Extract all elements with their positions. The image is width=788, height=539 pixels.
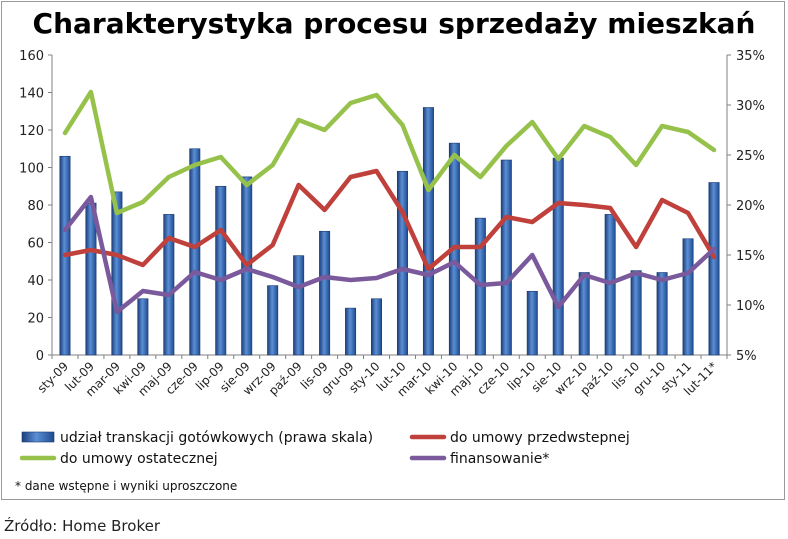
line-do-umowy-ostatecznej — [62, 89, 717, 216]
left-tick-label: 40 — [27, 274, 44, 289]
bar — [578, 272, 590, 356]
left-tick-label: 60 — [27, 237, 44, 252]
left-tick-label: 160 — [19, 49, 44, 64]
left-tick-label: 120 — [19, 124, 44, 139]
legend-label: udział transkacji gotówkowych (prawa ska… — [60, 430, 373, 446]
bar — [319, 230, 331, 356]
bar — [111, 191, 123, 356]
bar — [163, 214, 175, 356]
left-tick-label: 80 — [27, 199, 44, 214]
legend: udział transkacji gotówkowych (prawa ska… — [19, 430, 630, 467]
bar — [215, 185, 227, 356]
bar — [371, 298, 383, 356]
chart-frame — [1, 1, 785, 500]
legend-label: do umowy przedwstepnej — [450, 430, 630, 446]
bar — [656, 272, 668, 356]
left-tick-label: 0 — [36, 349, 44, 364]
left-tick-label: 140 — [19, 87, 44, 102]
bar — [293, 255, 305, 356]
bar — [708, 182, 720, 356]
right-tick-label: 15% — [736, 249, 765, 264]
legend-swatch-bar — [21, 431, 55, 443]
bar — [422, 107, 434, 356]
x-tick-labels: sty-09lut-09mar-09kwi-09maj-09cze-09lip-… — [35, 359, 720, 399]
right-tick-label: 35% — [736, 49, 765, 64]
line-finansowanie- — [62, 194, 717, 315]
bar — [85, 202, 97, 356]
source-note: Źródło: Home Broker — [4, 517, 160, 535]
left-tick-label: 100 — [19, 162, 44, 177]
right-tick-label: 25% — [736, 149, 765, 164]
line-do-umowy-przedwstepnej — [62, 168, 717, 272]
bar — [396, 170, 408, 356]
bar — [526, 290, 538, 356]
chart-title: Charakterystyka procesu sprzedaży mieszk… — [33, 7, 756, 40]
legend-label: finansowanie* — [450, 451, 549, 467]
footnote: * dane wstępne i wyniki uproszczone — [15, 479, 237, 493]
axes: 0 20 40 60 80 100 120 140 160 5% 10% 15% 20% 25% 30% 35… — [19, 49, 765, 364]
right-tick-label: 30% — [736, 99, 765, 114]
bar — [189, 148, 201, 356]
x-tick-label: sty-09 — [35, 359, 71, 395]
bar — [682, 238, 694, 356]
bar — [630, 270, 642, 356]
bar — [137, 298, 149, 356]
line-series — [62, 89, 717, 315]
right-tick-label: 5% — [736, 349, 757, 364]
bar — [267, 285, 279, 356]
right-tick-label: 10% — [736, 299, 765, 314]
bar — [500, 159, 512, 356]
left-tick-label: 20 — [27, 312, 44, 327]
bar — [552, 157, 564, 356]
bar — [345, 307, 357, 356]
right-tick-label: 20% — [736, 199, 765, 214]
legend-label: do umowy ostatecznej — [60, 451, 218, 467]
